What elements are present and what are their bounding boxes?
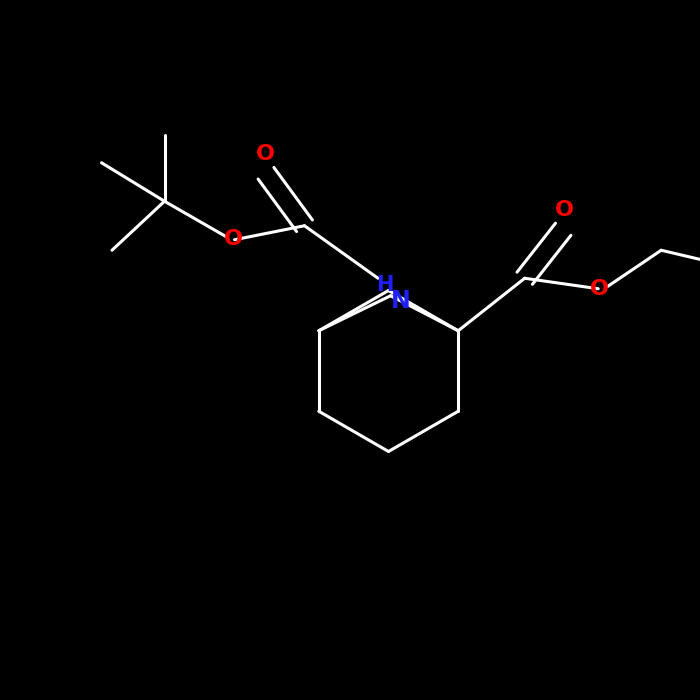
Text: H: H — [377, 275, 393, 295]
Text: O: O — [554, 200, 573, 220]
Text: N: N — [391, 288, 410, 313]
Text: O: O — [224, 229, 244, 249]
Text: O: O — [589, 279, 608, 300]
Text: O: O — [256, 144, 275, 164]
